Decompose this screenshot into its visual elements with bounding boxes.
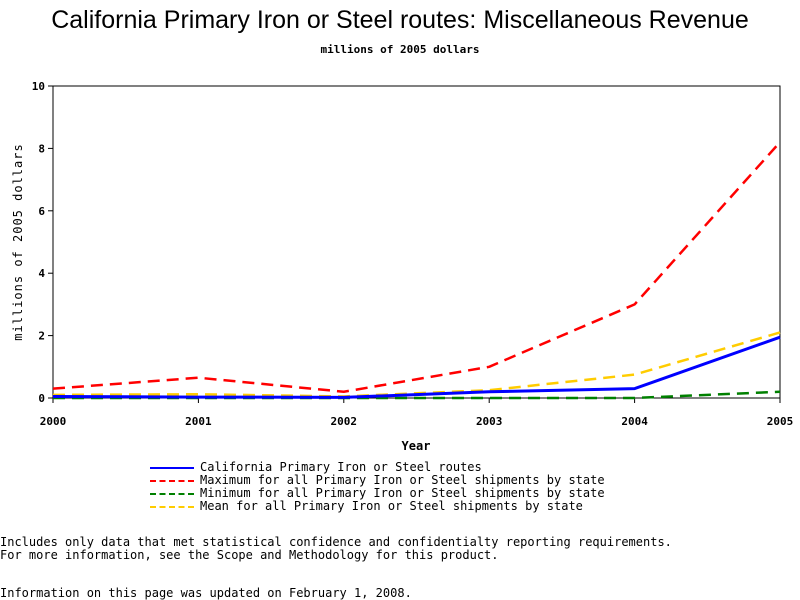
- legend-label: Mean for all Primary Iron or Steel shipm…: [200, 499, 583, 513]
- x-axis-label: Year: [402, 439, 431, 453]
- legend-label: Maximum for all Primary Iron or Steel sh…: [200, 473, 605, 487]
- legend-swatch-california: [150, 467, 194, 469]
- legend-label: Minimum for all Primary Iron or Steel sh…: [200, 486, 605, 500]
- legend-swatch-mean: [150, 506, 194, 508]
- y-axis: 0 2 4 6 8 10: [32, 80, 53, 405]
- footnote-line: Includes only data that met statistical …: [0, 535, 672, 549]
- x-tick-label: 2000: [40, 415, 67, 428]
- footnote-line: For more information, see the Scope and …: [0, 548, 499, 562]
- x-tick-label: 2004: [621, 415, 648, 428]
- y-tick-label: 8: [38, 142, 45, 155]
- chart-subtitle: millions of 2005 dollars: [320, 43, 480, 56]
- x-tick-label: 2003: [476, 415, 503, 428]
- chart-title: California Primary Iron or Steel routes:…: [51, 6, 749, 34]
- y-tick-label: 10: [32, 80, 45, 93]
- y-axis-label: millions of 2005 dollars: [11, 143, 25, 340]
- legend-swatch-maximum: [150, 480, 194, 482]
- legend-swatch-minimum: [150, 493, 194, 495]
- y-tick-label: 6: [38, 205, 45, 218]
- plot-frame: [52, 85, 781, 399]
- series-line-0: [52, 335, 781, 399]
- update-notice: Information on this page was updated on …: [0, 586, 412, 600]
- x-axis: 2000 2001 2002 2003 2004 2005: [40, 398, 794, 428]
- x-tick-label: 2002: [331, 415, 358, 428]
- series-line-3: [52, 331, 781, 398]
- line-chart: 0 2 4 6 8 10 2000 2001 2002 2003 2004 2005 Year mi…: [11, 80, 794, 453]
- y-tick-label: 2: [38, 330, 45, 343]
- legend-label: California Primary Iron or Steel routes: [200, 460, 482, 474]
- footnotes: Includes only data that met statistical …: [0, 536, 672, 562]
- series-group: [52, 141, 781, 400]
- y-tick-label: 0: [38, 392, 45, 405]
- x-tick-label: 2001: [185, 415, 212, 428]
- y-tick-label: 4: [38, 267, 45, 280]
- x-tick-label: 2005: [767, 415, 794, 428]
- series-line-1: [52, 141, 781, 394]
